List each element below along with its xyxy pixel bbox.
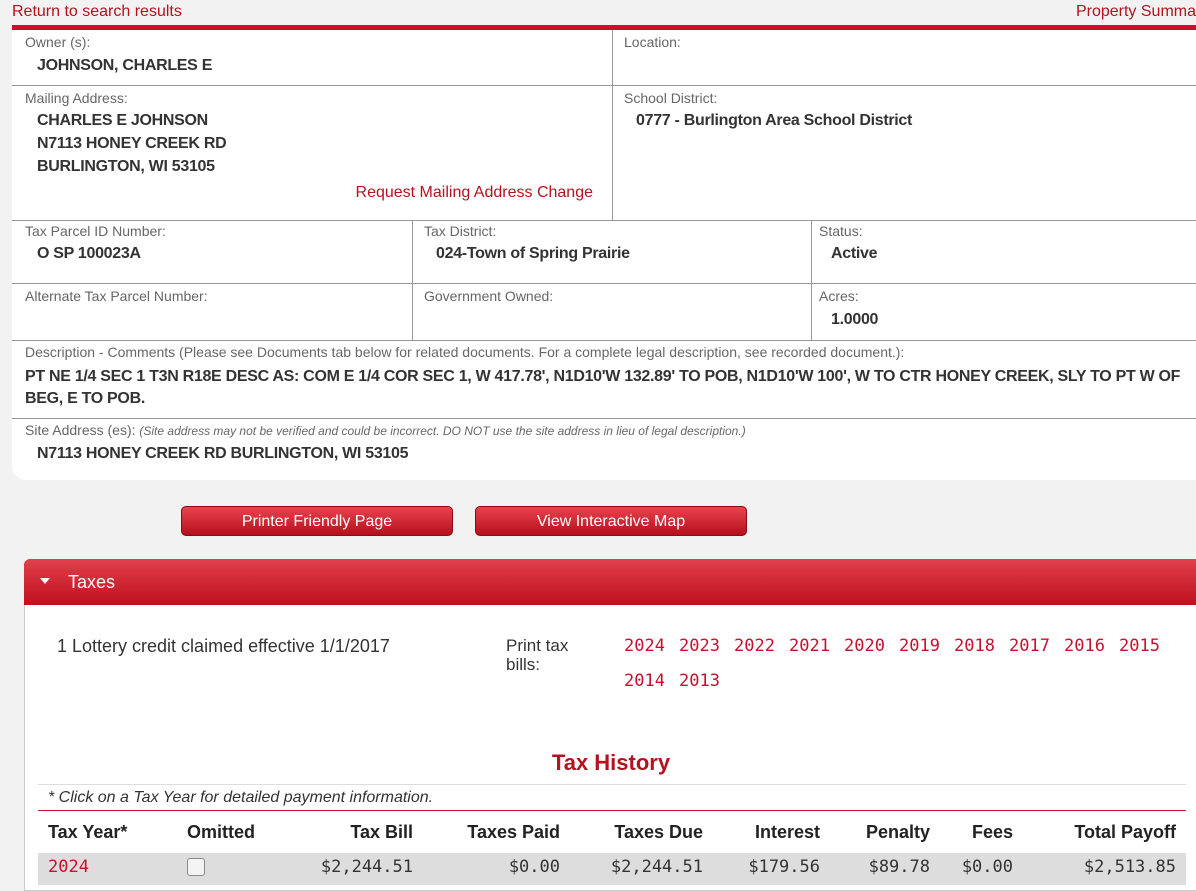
field-label: Mailing Address: (25, 90, 128, 106)
field-value: 0777 - Burlington Area School District (636, 112, 913, 129)
year-link[interactable]: 2020 (844, 636, 885, 656)
field-value: Active (831, 245, 878, 262)
table-cell: $2,244.51 (320, 857, 413, 877)
field-label: Owner (s): (25, 34, 91, 50)
taxes-title: Taxes (68, 572, 116, 592)
column-header: Tax Year* (48, 822, 128, 842)
back-link[interactable]: Return to search results (12, 3, 182, 20)
table-cell: $179.56 (748, 857, 820, 877)
table-cell: $2,244.51 (610, 857, 703, 877)
note: (Site address may not be verified and co… (139, 424, 746, 438)
year-link[interactable]: 2023 (679, 636, 720, 656)
divider (12, 340, 1196, 341)
table-cell: $89.78 (868, 857, 930, 877)
taxes-header[interactable] (24, 559, 1196, 605)
field-value: 024-Town of Spring Prairie (436, 245, 630, 262)
table-cell: $0.00 (508, 857, 560, 877)
column-header: Omitted (187, 822, 256, 842)
table-cell: $0.00 (961, 857, 1013, 877)
year-link[interactable]: 2018 (954, 636, 995, 656)
year-link[interactable]: 2022 (734, 636, 775, 656)
taxes-panel (24, 559, 1196, 891)
lottery-text: 1 Lottery credit claimed effective 1/1/2… (57, 636, 390, 656)
divider (12, 85, 612, 86)
summary-link[interactable]: Property Summa (1075, 3, 1196, 20)
field-label: Location: (624, 34, 681, 50)
field-label: School District: (624, 90, 718, 106)
divider (12, 283, 1196, 284)
divider (38, 810, 1186, 811)
print-label: Print tax bills: (506, 636, 569, 674)
table-cell: $2,513.85 (1083, 857, 1176, 877)
history-title: Tax History (551, 750, 671, 775)
omitted-checkbox[interactable] (187, 858, 205, 876)
field-value: CHARLES E JOHNSON (37, 112, 208, 129)
divider (412, 220, 413, 340)
field-label: Acres: (819, 288, 859, 304)
year-link[interactable]: 2015 (1119, 636, 1160, 656)
field-value: 1.0000 (831, 311, 879, 328)
divider (38, 784, 1186, 785)
year-link[interactable]: 2019 (899, 636, 940, 656)
year-link[interactable]: 2017 (1009, 636, 1050, 656)
field-value: BURLINGTON, WI 53105 (37, 158, 215, 175)
field-label: Tax District: (424, 223, 497, 239)
field-value: PT NE 1/4 SEC 1 T3N R18E DESC AS: COM E … (25, 368, 1181, 407)
column-header: Interest (754, 822, 820, 842)
button[interactable]: Printer Friendly Page (181, 506, 453, 536)
column-header: Tax Bill (350, 822, 413, 842)
field-label: Tax Parcel ID Number: (25, 223, 166, 239)
label-text: Site Address (es): (25, 422, 136, 438)
divider (12, 220, 1196, 221)
tax-year-link[interactable]: 2024 (48, 857, 89, 877)
button[interactable]: View Interactive Map (475, 506, 747, 536)
field-value: N7113 HONEY CREEK RD (37, 135, 227, 152)
year-link[interactable]: 2013 (679, 671, 720, 691)
field-label: Alternate Tax Parcel Number: (25, 288, 208, 304)
column-header: Penalty (865, 822, 930, 842)
field-value: N7113 HONEY CREEK RD BURLINGTON, WI 5310… (37, 445, 409, 462)
row-bg (38, 853, 1186, 885)
caret (40, 578, 50, 584)
field-value: JOHNSON, CHARLES E (37, 57, 213, 74)
year-link[interactable]: 2021 (789, 636, 830, 656)
divider (12, 418, 1196, 419)
year-link[interactable]: 2024 (624, 636, 665, 656)
field-value: O SP 100023A (37, 245, 141, 262)
year-link[interactable]: 2016 (1064, 636, 1105, 656)
history-note: * Click on a Tax Year for detailed payme… (48, 789, 434, 806)
column-header: Fees (971, 822, 1013, 842)
mailing-change-link[interactable]: Request Mailing Address Change (355, 184, 593, 201)
field-label: Status: (819, 223, 863, 239)
property-card (12, 25, 1196, 480)
field-label: Site Address (es): (Site address may not… (25, 422, 746, 438)
column-header: Taxes Paid (467, 822, 560, 842)
divider (811, 220, 812, 340)
column-header: Taxes Due (614, 822, 703, 842)
divider (612, 85, 1196, 86)
field-label: Government Owned: (424, 288, 554, 304)
column-header: Total Payoff (1074, 822, 1176, 842)
field-label: Description - Comments (Please see Docum… (25, 344, 905, 360)
year-link[interactable]: 2014 (624, 671, 665, 691)
divider (612, 30, 613, 220)
